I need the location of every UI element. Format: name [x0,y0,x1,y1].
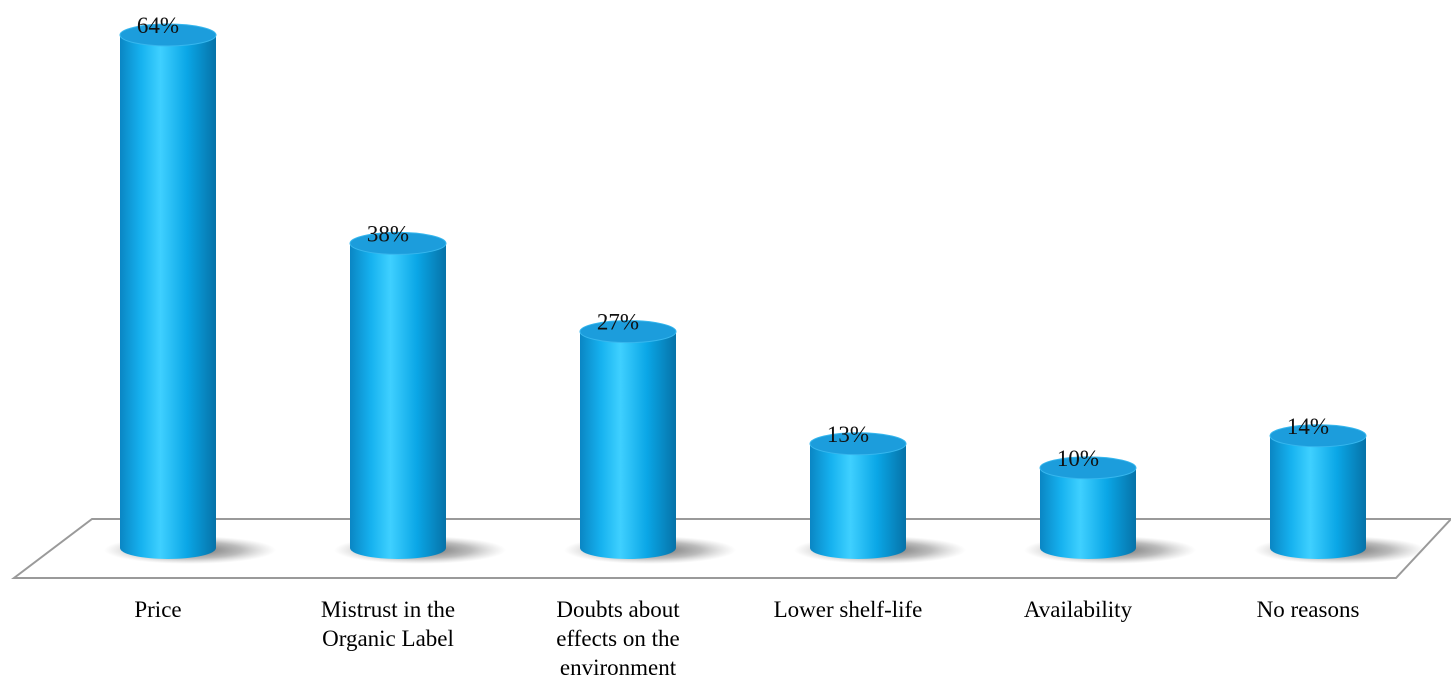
x-tick-label-line: environment [560,655,677,680]
data-labels: 64% 38% 27% 13% 10% 14% [137,13,1329,471]
data-label: 38% [367,221,409,246]
data-label: 64% [137,13,179,38]
x-tick-label: Price [134,597,181,622]
bars [119,23,1367,559]
bar [810,443,906,559]
x-tick-label-line: Doubts about [556,597,680,622]
data-label: 14% [1287,414,1329,439]
x-tick-label: Lower shelf-life [774,597,923,622]
x-tick-label: Mistrust in the Organic Label [321,597,455,651]
x-tick-label-line: effects on the [556,626,679,651]
bar [1040,467,1136,559]
x-tick-label: Availability [1024,597,1133,622]
x-tick-label: Doubts about effects on the environment [556,597,680,680]
bar-top [119,23,217,47]
x-tick-label-line: No reasons [1257,597,1360,622]
bar [350,243,446,559]
data-label: 27% [597,310,639,335]
x-tick-label-line: Price [134,597,181,622]
x-tick-label-line: Organic Label [322,626,454,651]
x-axis-labels: Price Mistrust in the Organic Label Doubts … [134,597,1359,680]
bar-top [809,432,907,456]
x-tick-label-line: Availability [1024,597,1133,622]
bar-top [1039,456,1137,480]
bar-top [1269,424,1367,448]
data-label: 10% [1057,446,1099,471]
bar-top [349,231,447,255]
bar [580,331,676,559]
bar [120,35,216,559]
x-tick-label-line: Mistrust in the [321,597,455,622]
bar [1270,435,1366,559]
x-tick-label: No reasons [1257,597,1360,622]
data-label: 13% [827,422,869,447]
bar-top [579,320,677,344]
x-tick-label-line: Lower shelf-life [774,597,923,622]
